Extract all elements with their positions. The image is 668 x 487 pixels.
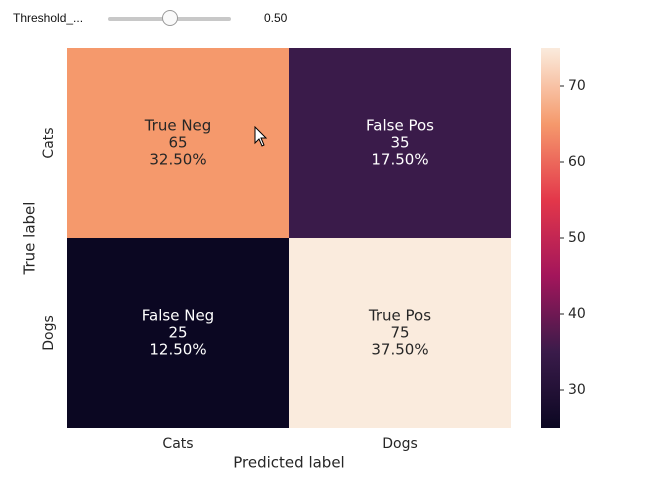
- cell-annotation-line: 32.50%: [149, 151, 206, 169]
- y-tick-label: Dogs: [41, 315, 57, 351]
- y-tick-label: Cats: [41, 127, 57, 158]
- threshold-widget: Threshold_... 0.50: [0, 0, 668, 40]
- x-tick-label: Dogs: [382, 436, 418, 452]
- heatmap-cell-dogs-dogs: [289, 238, 511, 428]
- colorbar-tick-label: 60: [568, 154, 586, 170]
- cell-annotation-line: True Neg: [144, 117, 212, 135]
- heatmap-cell-cats-dogs: [289, 48, 511, 238]
- cell-annotation-line: False Neg: [142, 307, 214, 325]
- x-tick-label: Cats: [162, 436, 193, 452]
- colorbar-tick-label: 50: [568, 230, 586, 246]
- cell-annotation-line: 37.50%: [371, 341, 428, 359]
- heatmap-cell-dogs-cats: [67, 238, 289, 428]
- cell-annotation-line: 35: [390, 134, 409, 152]
- cell-annotation-line: False Pos: [366, 117, 434, 135]
- colorbar-tick-label: 70: [568, 78, 586, 94]
- cell-annotation-line: 17.50%: [371, 151, 428, 169]
- cell-annotation-line: True Pos: [368, 307, 431, 325]
- heatmap-cell-cats-cats: [67, 48, 289, 238]
- mouse-cursor-icon: [254, 126, 268, 147]
- threshold-slider-value: 0.50: [264, 11, 288, 25]
- cell-annotation-line: 75: [390, 324, 409, 342]
- x-axis-label: Predicted label: [233, 454, 344, 472]
- colorbar-tick-label: 40: [568, 306, 586, 322]
- threshold-slider-thumb[interactable]: [161, 10, 178, 26]
- cell-annotation-line: 12.50%: [149, 341, 206, 359]
- cell-annotation-line: 25: [168, 324, 187, 342]
- cell-annotation-line: 65: [168, 134, 187, 152]
- threshold-slider-label: Threshold_...: [13, 11, 84, 25]
- colorbar: [541, 48, 560, 428]
- y-axis-label: True label: [21, 202, 39, 276]
- colorbar-tick-label: 30: [568, 382, 586, 398]
